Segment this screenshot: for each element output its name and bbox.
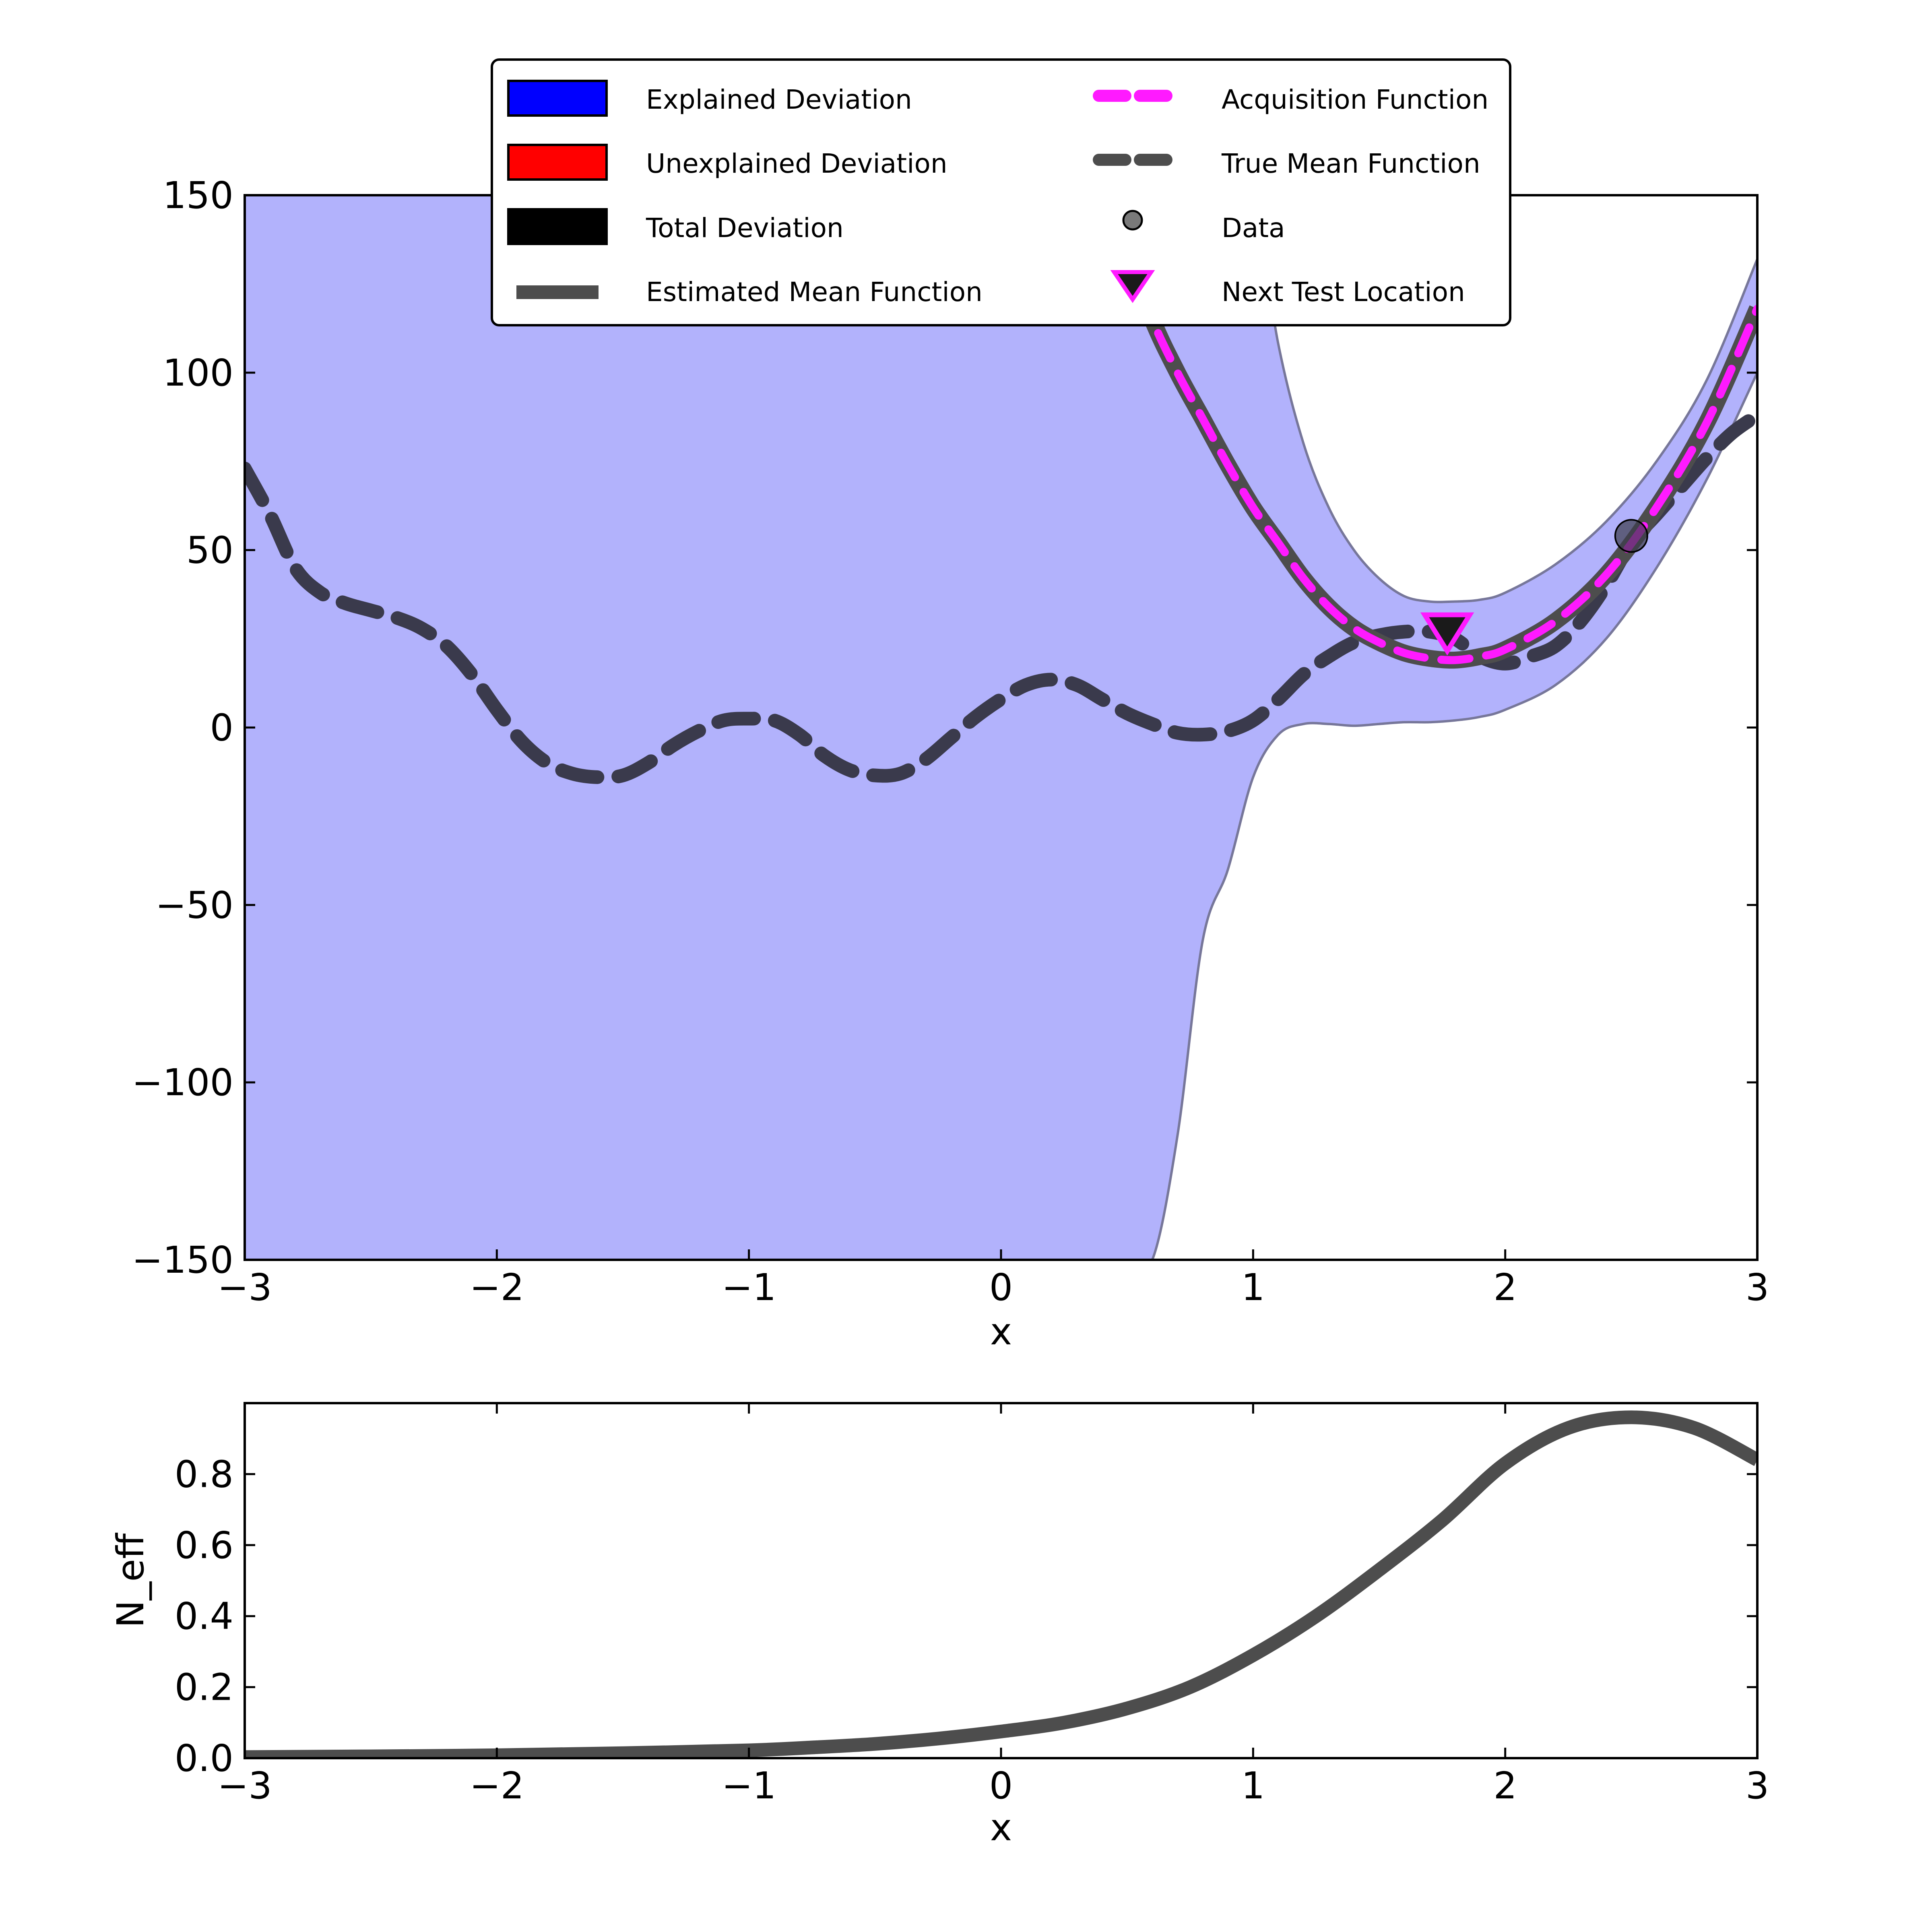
top-y-tick-label: −150 — [132, 1238, 233, 1282]
legend-swatch — [1122, 210, 1143, 231]
bottom-y-tick-label: 0.0 — [175, 1737, 233, 1780]
bottom-plot-panel: −3 −2 −1 0 1 2 3 0.0 0.2 0.4 0.6 0.8 x N_eff — [109, 1402, 1769, 1849]
bottom-x-tick-label: 3 — [1746, 1764, 1769, 1807]
bottom-y-tick-label: 0.6 — [175, 1524, 233, 1567]
legend-item: Unexplained Deviation — [507, 144, 947, 181]
legend-item: Explained Deviation — [507, 80, 912, 117]
legend-label: True Mean Function — [1221, 148, 1480, 179]
bottom-x-tick-label: −1 — [722, 1764, 776, 1807]
data-point — [1614, 519, 1648, 553]
bottom-x-tick-label: 2 — [1493, 1764, 1517, 1807]
legend-label: Explained Deviation — [646, 84, 912, 115]
legend-label: Acquisition Function — [1222, 84, 1488, 115]
bottom-plot-frame — [244, 1402, 1759, 1759]
bottom-x-tick-label: −2 — [470, 1764, 524, 1807]
legend-swatch — [507, 80, 608, 117]
legend-label: Unexplained Deviation — [646, 148, 947, 179]
legend-swatch — [507, 208, 608, 245]
top-y-tick-label: 150 — [163, 174, 233, 217]
bottom-y-axis-label: N_eff — [109, 1532, 152, 1628]
top-y-tick-label: 0 — [210, 706, 233, 749]
bottom-y-tick-label: 0.2 — [175, 1666, 233, 1709]
top-y-tick-label: 50 — [186, 529, 233, 572]
legend-item: Total Deviation — [507, 208, 844, 245]
bottom-x-tick-label: −3 — [217, 1764, 272, 1807]
top-x-tick-label: −3 — [217, 1266, 272, 1309]
legend-swatch — [1110, 270, 1155, 303]
deviation-band — [245, 195, 1757, 1260]
legend-swatch — [507, 144, 608, 181]
legend-item: True Mean Function — [1093, 148, 1480, 179]
legend-item: Acquisition Function — [1093, 84, 1488, 115]
legend-label: Next Test Location — [1222, 277, 1465, 308]
n-eff-line — [245, 1410, 1757, 1758]
top-x-tick-label: 3 — [1746, 1266, 1769, 1309]
bottom-x-tick-label: 1 — [1241, 1764, 1265, 1807]
bottom-y-tick-label: 0.8 — [175, 1453, 233, 1496]
top-y-tick-label: −50 — [155, 883, 233, 927]
top-x-tick-label: −2 — [470, 1266, 524, 1309]
bottom-x-axis-label: x — [990, 1806, 1012, 1849]
legend-label: Total Deviation — [646, 213, 844, 244]
top-x-tick-label: 1 — [1241, 1266, 1265, 1309]
legend-item: Next Test Location — [1110, 270, 1465, 308]
top-x-tick-label: −1 — [722, 1266, 776, 1309]
top-y-tick-label: 100 — [163, 351, 233, 394]
legend: Explained Deviation Unexplained Deviation… — [491, 58, 1511, 326]
legend-frame — [491, 58, 1511, 326]
legend-item: Data — [1122, 210, 1285, 244]
deviation-band-lower-edge — [245, 372, 1757, 1260]
legend-label: Estimated Mean Function — [646, 277, 983, 308]
top-x-tick-label: 0 — [989, 1266, 1013, 1309]
true-mean-line — [245, 408, 1757, 784]
bottom-y-tick-label: 0.4 — [175, 1595, 233, 1638]
top-x-axis-label: x — [990, 1310, 1012, 1353]
top-plot-panel: −3 −2 −1 0 1 2 3 −150 −100 −50 0 50 100 150 x — [132, 174, 1769, 1353]
next-test-location-marker — [1420, 612, 1474, 656]
top-y-tick-label: −100 — [132, 1061, 233, 1104]
legend-item: Estimated Mean Function — [516, 277, 983, 308]
legend-label: Data — [1222, 213, 1285, 244]
bottom-x-tick-label: 0 — [989, 1764, 1013, 1807]
top-x-tick-label: 2 — [1493, 1266, 1517, 1309]
